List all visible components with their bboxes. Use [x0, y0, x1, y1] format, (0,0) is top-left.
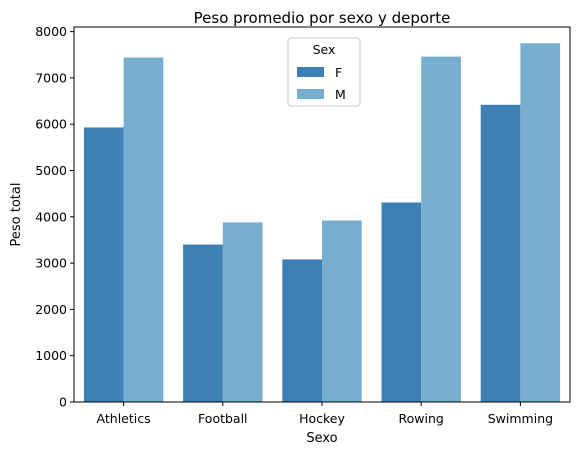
- y-tick-label: 7000: [35, 70, 67, 85]
- y-tick-label: 6000: [35, 117, 67, 132]
- bar-f-football: [183, 244, 223, 402]
- legend: Sex FM: [287, 37, 361, 107]
- bar-f-hockey: [282, 259, 322, 402]
- chart-title: Peso promedio por sexo y deporte: [194, 9, 451, 27]
- bar-m-swimming: [520, 43, 561, 402]
- y-tick-label: 4000: [35, 209, 67, 224]
- bar-f-rowing: [381, 202, 422, 402]
- y-tick-label: 0: [59, 395, 67, 410]
- bar-m-athletics: [123, 57, 164, 403]
- y-axis-label: Peso total: [9, 183, 24, 247]
- bar-m-hockey: [322, 220, 362, 402]
- x-axis: Athletics Football Hockey Rowing Swimming: [97, 402, 553, 426]
- x-tick-label-football: Football: [198, 411, 247, 426]
- bars-layer: [83, 43, 561, 403]
- bar-f-athletics: [83, 127, 124, 403]
- legend-swatch-m: [297, 89, 324, 99]
- x-axis-label: Sexo: [306, 431, 337, 446]
- x-tick-label-rowing: Rowing: [399, 411, 444, 426]
- legend-label-m: M: [335, 87, 346, 102]
- y-tick-label: 5000: [35, 163, 67, 178]
- y-tick-label: 1000: [35, 348, 67, 363]
- plot-frame: [73, 26, 571, 403]
- y-axis: 0 1000 2000 3000 4000 5000 6000 7000 8000: [35, 24, 74, 410]
- y-tick-label: 3000: [35, 256, 67, 271]
- y-tick-label: 8000: [35, 24, 67, 39]
- legend-swatch-f: [297, 67, 324, 77]
- bar-f-swimming: [480, 104, 521, 403]
- x-tick-label-swimming: Swimming: [488, 411, 553, 426]
- legend-title: Sex: [313, 42, 336, 57]
- x-tick-label-athletics: Athletics: [97, 411, 151, 426]
- bar-m-football: [222, 222, 263, 402]
- x-tick-label-hockey: Hockey: [299, 411, 345, 426]
- legend-label-f: F: [335, 65, 342, 80]
- bar-m-rowing: [421, 56, 461, 402]
- y-tick-label: 2000: [35, 302, 67, 317]
